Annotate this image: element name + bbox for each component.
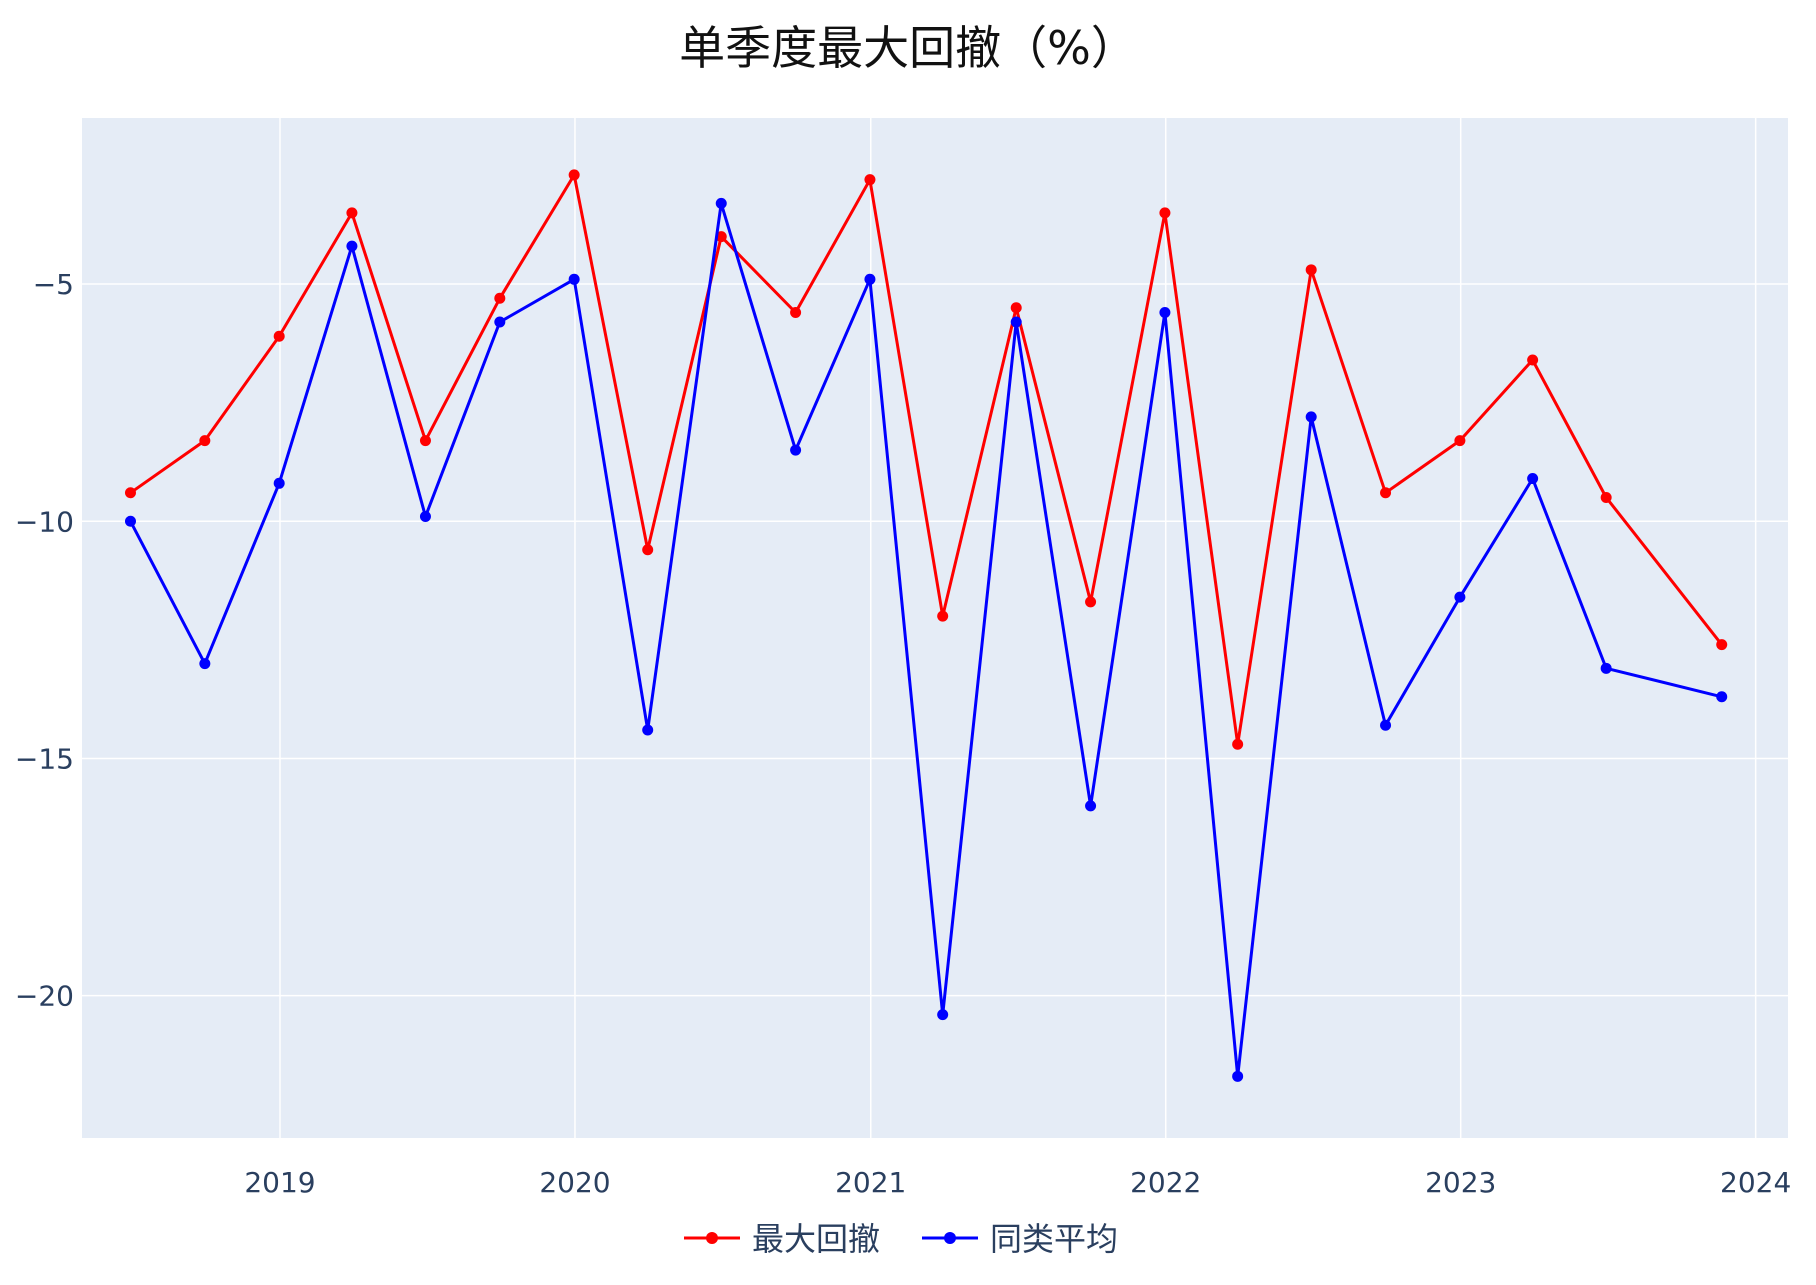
data-point bbox=[790, 307, 802, 319]
data-point bbox=[419, 435, 431, 447]
x-tick-label: 2024 bbox=[1720, 1166, 1791, 1199]
legend: 最大回撤 同类平均 bbox=[684, 1220, 1118, 1258]
data-point bbox=[1305, 264, 1317, 276]
data-point bbox=[715, 197, 727, 209]
data-point bbox=[273, 330, 285, 342]
legend-swatch-marker bbox=[706, 1232, 718, 1244]
data-point bbox=[864, 273, 876, 285]
data-point bbox=[864, 174, 876, 186]
legend-label: 最大回撤 bbox=[752, 1220, 880, 1258]
y-tick-label: −20 bbox=[15, 980, 74, 1013]
data-point bbox=[124, 487, 136, 499]
data-point bbox=[568, 169, 580, 181]
data-point bbox=[1454, 435, 1466, 447]
data-point bbox=[1010, 316, 1022, 328]
legend-item[interactable]: 最大回撤 bbox=[684, 1220, 880, 1258]
data-point bbox=[1600, 492, 1612, 504]
data-point bbox=[790, 444, 802, 456]
data-point bbox=[1380, 487, 1392, 499]
data-point bbox=[937, 610, 949, 622]
data-point bbox=[199, 435, 211, 447]
data-point bbox=[715, 231, 727, 243]
x-tick-label: 2022 bbox=[1130, 1166, 1201, 1199]
data-point bbox=[1232, 738, 1244, 750]
series-layer bbox=[124, 169, 1728, 1082]
data-point bbox=[937, 1009, 949, 1021]
data-point bbox=[642, 544, 654, 556]
data-point bbox=[1454, 591, 1466, 603]
data-point bbox=[1600, 662, 1612, 674]
y-tick-label: −15 bbox=[15, 742, 74, 775]
data-point bbox=[1716, 639, 1728, 651]
data-point bbox=[1159, 207, 1171, 219]
data-point bbox=[124, 515, 136, 527]
data-point bbox=[1085, 596, 1097, 608]
data-point bbox=[1159, 307, 1171, 319]
x-tick-label: 2023 bbox=[1425, 1166, 1496, 1199]
data-point bbox=[1010, 302, 1022, 314]
data-point bbox=[346, 207, 358, 219]
data-point bbox=[199, 658, 211, 670]
data-point bbox=[1380, 719, 1392, 731]
data-point bbox=[1716, 691, 1728, 703]
series-line bbox=[129, 201, 1723, 1078]
chart-title: 单季度最大回撤（%） bbox=[679, 21, 1137, 75]
legend-swatch-marker bbox=[944, 1232, 956, 1244]
y-tick-label: −5 bbox=[33, 268, 74, 301]
y-tick-label: −10 bbox=[15, 505, 74, 538]
x-tick-label: 2020 bbox=[539, 1166, 610, 1199]
series-1 bbox=[124, 169, 1728, 750]
x-axis: 2019 2020 2021 2022 2023 2024 bbox=[244, 1166, 1791, 1199]
data-point bbox=[1305, 411, 1317, 423]
x-tick-label: 2019 bbox=[244, 1166, 315, 1199]
data-point bbox=[1232, 1070, 1244, 1082]
y-axis: −5 −10 −15 −20 bbox=[15, 268, 74, 1013]
legend-item[interactable]: 同类平均 bbox=[922, 1220, 1118, 1258]
data-point bbox=[419, 511, 431, 523]
data-point bbox=[1085, 800, 1097, 812]
data-point bbox=[642, 724, 654, 736]
x-tick-label: 2021 bbox=[835, 1166, 906, 1199]
data-point bbox=[568, 273, 580, 285]
data-point bbox=[1527, 354, 1539, 366]
series-line bbox=[129, 173, 1723, 746]
series-2 bbox=[124, 197, 1728, 1082]
plot-area bbox=[82, 118, 1788, 1138]
data-point bbox=[1527, 473, 1539, 485]
data-point bbox=[494, 316, 506, 328]
data-point bbox=[346, 240, 358, 252]
data-point bbox=[494, 292, 506, 304]
data-point bbox=[273, 477, 285, 489]
legend-label: 同类平均 bbox=[990, 1220, 1118, 1258]
